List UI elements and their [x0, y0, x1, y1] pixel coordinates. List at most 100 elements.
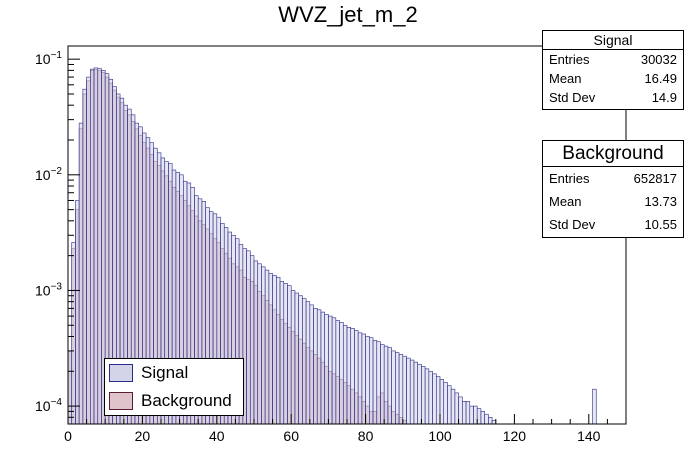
stats-value: 16.49: [644, 71, 677, 86]
stats-label: Mean: [549, 71, 582, 86]
signal-bin-84: [380, 344, 385, 425]
x-tick-label: 0: [64, 428, 72, 444]
signal-bin-60: [290, 290, 296, 425]
stats-label: Std Dev: [549, 90, 596, 105]
signal-bin-77: [354, 330, 359, 425]
signal-bin-48: [246, 250, 251, 425]
signal-bin-107: [465, 400, 471, 425]
legend-swatch: [109, 364, 133, 382]
stats-row-mean: Mean 16.49: [543, 69, 683, 88]
signal-bin-103: [450, 388, 456, 425]
signal-bin-67: [316, 309, 322, 425]
stats-value: 30032: [640, 52, 677, 67]
signal-bin-113: [488, 416, 493, 425]
signal-bin-76: [350, 328, 355, 425]
signal-bin-89: [398, 354, 404, 425]
stats-title: Signal: [543, 31, 683, 50]
signal-bin-2: [75, 200, 80, 425]
signal-bin-88: [395, 352, 400, 425]
stats-label: Entries: [549, 171, 590, 186]
signal-bin-5: [86, 76, 91, 425]
stats-row-stddev: Std Dev 14.9: [543, 88, 683, 107]
signal-bin-95: [421, 366, 426, 425]
signal-bin-3: [78, 122, 84, 425]
signal-bin-52: [261, 266, 266, 425]
signal-bin-97: [428, 370, 433, 425]
y-tick-label: 10−1: [35, 50, 62, 67]
signal-bin-141: [592, 388, 597, 425]
signal-bin-57: [279, 280, 285, 425]
y-tick-label: 10−4: [35, 397, 62, 414]
signal-bin-75: [346, 327, 352, 425]
signal-bin-82: [372, 340, 378, 425]
x-tick-label: 140: [577, 428, 601, 444]
signal-bin-110: [476, 408, 482, 425]
x-tick-label: 20: [135, 428, 151, 444]
stats-row-stddev: Std Dev 10.55: [543, 213, 683, 236]
signal-bin-7: [93, 67, 99, 425]
signal-bin-8: [97, 68, 102, 425]
signal-bin-92: [409, 359, 415, 425]
stats-box-signal: Signal Entries 30032 Mean 16.49 Std Dev …: [542, 30, 684, 110]
stats-row-entries: Entries 652817: [543, 167, 683, 190]
stats-row-mean: Mean 13.73: [543, 190, 683, 213]
y-tick-label: 10−3: [35, 281, 62, 298]
signal-bin-87: [391, 350, 396, 425]
signal-bin-85: [383, 345, 389, 425]
stats-label: Mean: [549, 194, 582, 209]
signal-bin-74: [342, 324, 348, 425]
chart-title: WVZ_jet_m_2: [278, 2, 417, 27]
x-tick-label: 80: [358, 428, 374, 444]
legend: Signal Background: [104, 358, 244, 416]
signal-bin-108: [469, 405, 474, 425]
legend-label: Signal: [141, 363, 189, 382]
signal-bin-54: [268, 273, 273, 425]
signal-bin-78: [357, 332, 363, 425]
signal-bin-86: [387, 347, 392, 425]
signal-bin-98: [432, 373, 437, 425]
signal-bin-0: [67, 350, 73, 425]
stats-value: 13.73: [644, 194, 677, 209]
signal-bin-73: [339, 322, 344, 425]
signal-bin-64: [305, 301, 311, 425]
stats-title: Background: [543, 141, 683, 167]
x-tick-label: 100: [428, 428, 452, 444]
signal-bin-61: [294, 292, 299, 425]
legend-entry-background: Background: [105, 387, 243, 415]
signal-bin-99: [435, 376, 441, 425]
signal-bin-109: [473, 405, 478, 425]
stats-label: Entries: [549, 52, 590, 67]
signal-bin-70: [328, 315, 333, 425]
signal-bin-53: [264, 269, 270, 425]
stats-box-background: Background Entries 652817 Mean 13.73 Std…: [542, 140, 684, 238]
y-axis: 10−1 10−2 10−3 10−4: [35, 50, 80, 425]
stats-row-entries: Entries 30032: [543, 50, 683, 69]
signal-bin-62: [298, 295, 303, 425]
signal-bin-104: [454, 392, 459, 425]
signal-bin-90: [402, 355, 407, 425]
signal-bin-50: [253, 260, 259, 425]
signal-bin-81: [369, 337, 374, 425]
legend-label: Background: [141, 391, 232, 410]
signal-bin-4: [82, 88, 87, 425]
y-tick-label: 10−2: [35, 166, 62, 183]
signal-bin-100: [439, 379, 445, 425]
signal-bin-105: [458, 396, 463, 425]
x-tick-label: 60: [283, 428, 299, 444]
signal-bin-93: [413, 361, 418, 425]
signal-bin-66: [313, 308, 318, 425]
signal-bin-51: [257, 263, 262, 425]
signal-bin-80: [365, 336, 370, 425]
signal-bin-69: [324, 314, 329, 425]
signal-bin-114: [491, 420, 497, 425]
signal-bin-72: [335, 320, 340, 425]
signal-bin-79: [361, 333, 366, 425]
signal-bin-111: [480, 411, 485, 425]
signal-bin-58: [283, 283, 288, 425]
signal-bin-83: [376, 341, 381, 425]
signal-bin-101: [443, 382, 448, 425]
signal-bin-63: [302, 298, 307, 425]
x-tick-label: 40: [209, 428, 225, 444]
stats-value: 652817: [633, 171, 677, 186]
